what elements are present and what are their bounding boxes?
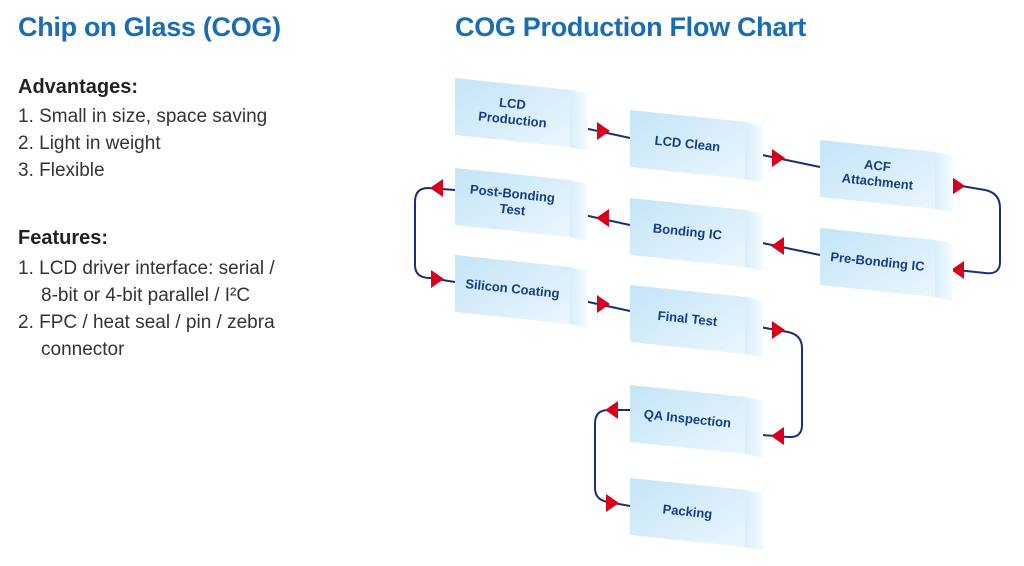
features-heading: Features:	[18, 227, 109, 249]
flow-step-box: Final Test	[630, 285, 763, 358]
box-front	[455, 78, 570, 147]
flow-step-label: Bonding IC	[652, 220, 723, 242]
box-side	[745, 122, 763, 183]
page-title: Chip on Glass (COG)	[18, 12, 281, 42]
feature-line: 2. FPC / heat seal / pin / zebra	[18, 312, 275, 333]
box-side	[570, 90, 588, 151]
box-side	[570, 267, 588, 328]
advantage-item: 3. Flexible	[18, 160, 105, 181]
arrow-left-icon	[596, 209, 609, 227]
connector	[594, 409, 631, 507]
arrow-right-icon	[606, 494, 619, 512]
flow-step-box: Pre-Bonding IC	[820, 228, 953, 301]
arrow-right-icon	[772, 149, 785, 167]
flow-step-label: ACF	[863, 157, 891, 175]
arrow-left-icon	[771, 427, 784, 445]
arrow-right-icon	[597, 122, 610, 140]
feature-line: 1. LCD driver interface: serial /	[18, 258, 275, 279]
arrow-left-icon	[430, 179, 443, 197]
arrow-right-icon	[952, 177, 965, 195]
box-front	[630, 110, 745, 179]
flow-step-label: LCD Clean	[654, 133, 721, 155]
flow-step-box: Silicon Coating	[455, 255, 588, 328]
box-front	[820, 140, 935, 209]
feature-line: connector	[41, 339, 125, 360]
flow-step-label: Test	[499, 201, 527, 219]
box-front	[455, 255, 570, 324]
connector	[747, 324, 803, 439]
advantage-item: 1. Small in size, space saving	[18, 106, 268, 127]
feature-item: 2. FPC / heat seal / pin / zebra connecto…	[18, 309, 275, 363]
box-front	[455, 168, 570, 237]
arrow-right-icon	[597, 295, 610, 313]
flow-step-box: LCD Clean	[630, 110, 763, 183]
box-side	[935, 152, 953, 213]
box-front	[630, 285, 745, 354]
flow-step-box: QA Inspection	[630, 385, 763, 458]
box-front	[630, 198, 745, 267]
advantages-list: 1. Small in size, space saving 2. Light …	[18, 103, 267, 184]
flow-step-label: Final Test	[657, 308, 719, 329]
box-side	[935, 240, 953, 301]
arrow-right-icon	[772, 321, 785, 339]
flow-step-label: Packing	[662, 501, 713, 521]
flow-step-label: Production	[478, 108, 548, 130]
box-front	[630, 385, 745, 454]
box-side	[745, 210, 763, 271]
box-side	[745, 490, 763, 551]
flow-step-box: Packing	[630, 478, 763, 551]
flow-step-box: Bonding IC	[630, 198, 763, 271]
connector	[414, 186, 456, 283]
feature-item: 1. LCD driver interface: serial / 8-bit o…	[18, 255, 275, 309]
box-side	[570, 180, 588, 241]
box-side	[745, 397, 763, 458]
connector	[937, 181, 1001, 275]
feature-line: 8-bit or 4-bit parallel / I²C	[41, 285, 251, 306]
advantages-heading: Advantages:	[18, 76, 139, 98]
flow-step-label: LCD	[498, 95, 526, 113]
arrow-left-icon	[951, 261, 964, 279]
arrow-left-icon	[771, 237, 784, 255]
arrow-right-icon	[431, 270, 444, 288]
flow-chart-title: COG Production Flow Chart	[455, 12, 806, 42]
box-front	[820, 228, 935, 297]
box-front	[630, 478, 745, 547]
advantage-item: 2. Light in weight	[18, 133, 161, 154]
features-list: 1. LCD driver interface: serial / 8-bit o…	[18, 255, 275, 363]
arrow-left-icon	[605, 401, 618, 419]
box-side	[745, 297, 763, 358]
